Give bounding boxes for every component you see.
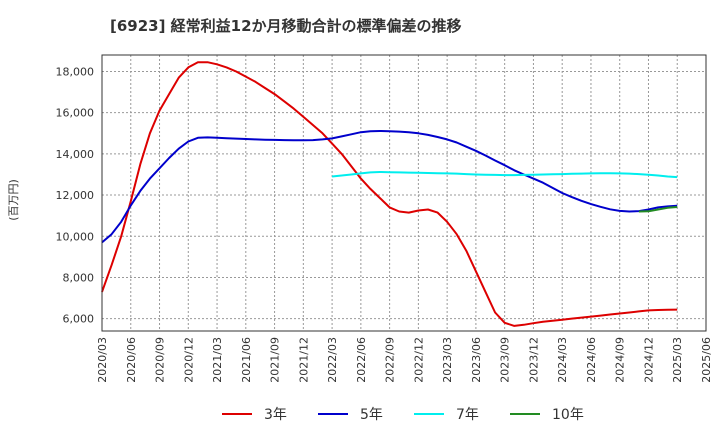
x-tick-label: 2025/06 bbox=[700, 337, 713, 383]
x-tick-label: 2024/09 bbox=[614, 337, 627, 383]
x-tick-label: 2023/09 bbox=[499, 337, 512, 383]
x-tick-label: 2020/12 bbox=[182, 337, 195, 383]
x-tick-label: 2022/09 bbox=[384, 337, 397, 383]
x-tick-label: 2020/06 bbox=[125, 337, 138, 383]
legend-label: 5年 bbox=[360, 407, 383, 423]
grid bbox=[101, 55, 707, 331]
plot-area bbox=[101, 54, 707, 332]
x-tick-label: 2021/12 bbox=[297, 337, 310, 383]
x-tick-label: 2020/03 bbox=[96, 337, 109, 383]
y-tick-label: 14,000 bbox=[56, 148, 95, 161]
x-tick-label: 2025/03 bbox=[671, 337, 684, 383]
chart-title: [6923] 経常利益12か月移動合計の標準偏差の推移 bbox=[110, 17, 462, 35]
series-line bbox=[331, 171, 678, 179]
x-tick-label: 2020/09 bbox=[154, 337, 167, 383]
legend-label: 3年 bbox=[264, 407, 287, 423]
x-ticks: 2020/03 2020/06 2020/09 2020/12 2021/03 2021/… bbox=[96, 337, 713, 383]
y-tick-label: 6,000 bbox=[63, 313, 95, 326]
y-tick-label: 18,000 bbox=[56, 65, 95, 78]
y-tick-label: 8,000 bbox=[63, 271, 95, 284]
x-tick-label: 2023/03 bbox=[441, 337, 454, 383]
series-layer bbox=[101, 61, 678, 327]
y-tick-label: 10,000 bbox=[56, 230, 95, 243]
series-line bbox=[638, 206, 678, 213]
y-axis-label: (百万円) bbox=[7, 179, 20, 221]
x-tick-label: 2024/03 bbox=[556, 337, 569, 383]
x-tick-label: 2021/06 bbox=[240, 337, 253, 383]
legend-label: 10年 bbox=[552, 407, 584, 423]
x-tick-label: 2021/09 bbox=[269, 337, 282, 383]
series-line bbox=[101, 61, 678, 327]
x-tick-label: 2021/03 bbox=[211, 337, 224, 383]
x-tick-label: 2024/06 bbox=[585, 337, 598, 383]
x-tick-label: 2022/03 bbox=[326, 337, 339, 383]
y-tick-label: 12,000 bbox=[56, 189, 95, 202]
y-ticks: 6,000 8,000 10,000 12,000 14,000 16,000 18,000 bbox=[56, 65, 95, 325]
x-tick-label: 2023/06 bbox=[470, 337, 483, 383]
legend: 3年 5年 7年 10年 bbox=[222, 407, 584, 423]
x-tick-label: 2023/12 bbox=[527, 337, 540, 383]
x-tick-label: 2022/06 bbox=[355, 337, 368, 383]
x-tick-label: 2022/12 bbox=[412, 337, 425, 383]
legend-label: 7年 bbox=[456, 407, 479, 423]
x-tick-label: 2024/12 bbox=[642, 337, 655, 383]
y-tick-label: 16,000 bbox=[56, 107, 95, 120]
series-line bbox=[101, 130, 678, 244]
